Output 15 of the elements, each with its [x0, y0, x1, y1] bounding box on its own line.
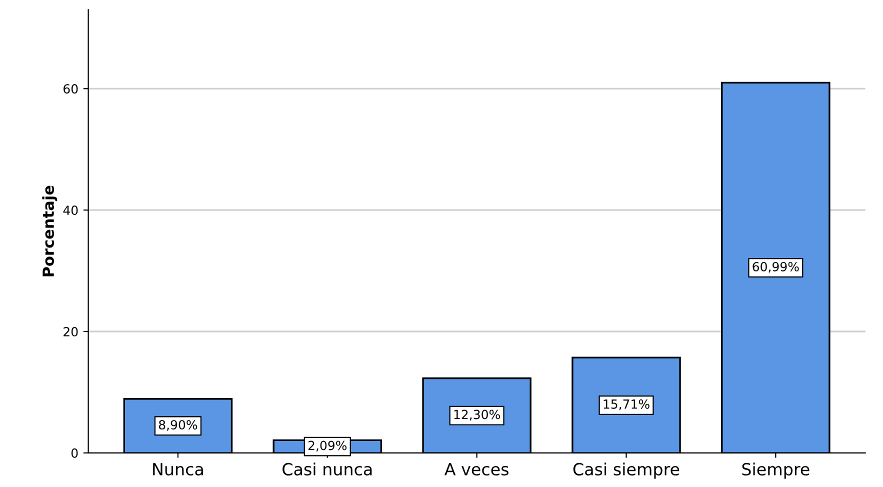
y-tick-label: 20 — [64, 326, 78, 336]
x-tick-label: A veces — [444, 463, 508, 476]
data-label: 2,09% — [308, 440, 347, 452]
x-tick-label: Casi nunca — [282, 462, 372, 476]
x-tick-label: Casi siempre — [573, 462, 680, 479]
y-tick-label: 40 — [63, 206, 78, 216]
x-tick-label: Nunca — [153, 463, 203, 476]
data-label: 15,71% — [604, 399, 650, 410]
data-label: 60,99% — [752, 262, 799, 273]
data-label: 12,30% — [454, 410, 500, 420]
y-tick-label: 0 — [71, 448, 78, 458]
x-tick-label: Siempre — [742, 462, 810, 479]
data-label: 8,90% — [158, 420, 198, 431]
y-tick-label: 60 — [64, 84, 78, 94]
y-axis-title: Porcentaje — [42, 186, 58, 276]
